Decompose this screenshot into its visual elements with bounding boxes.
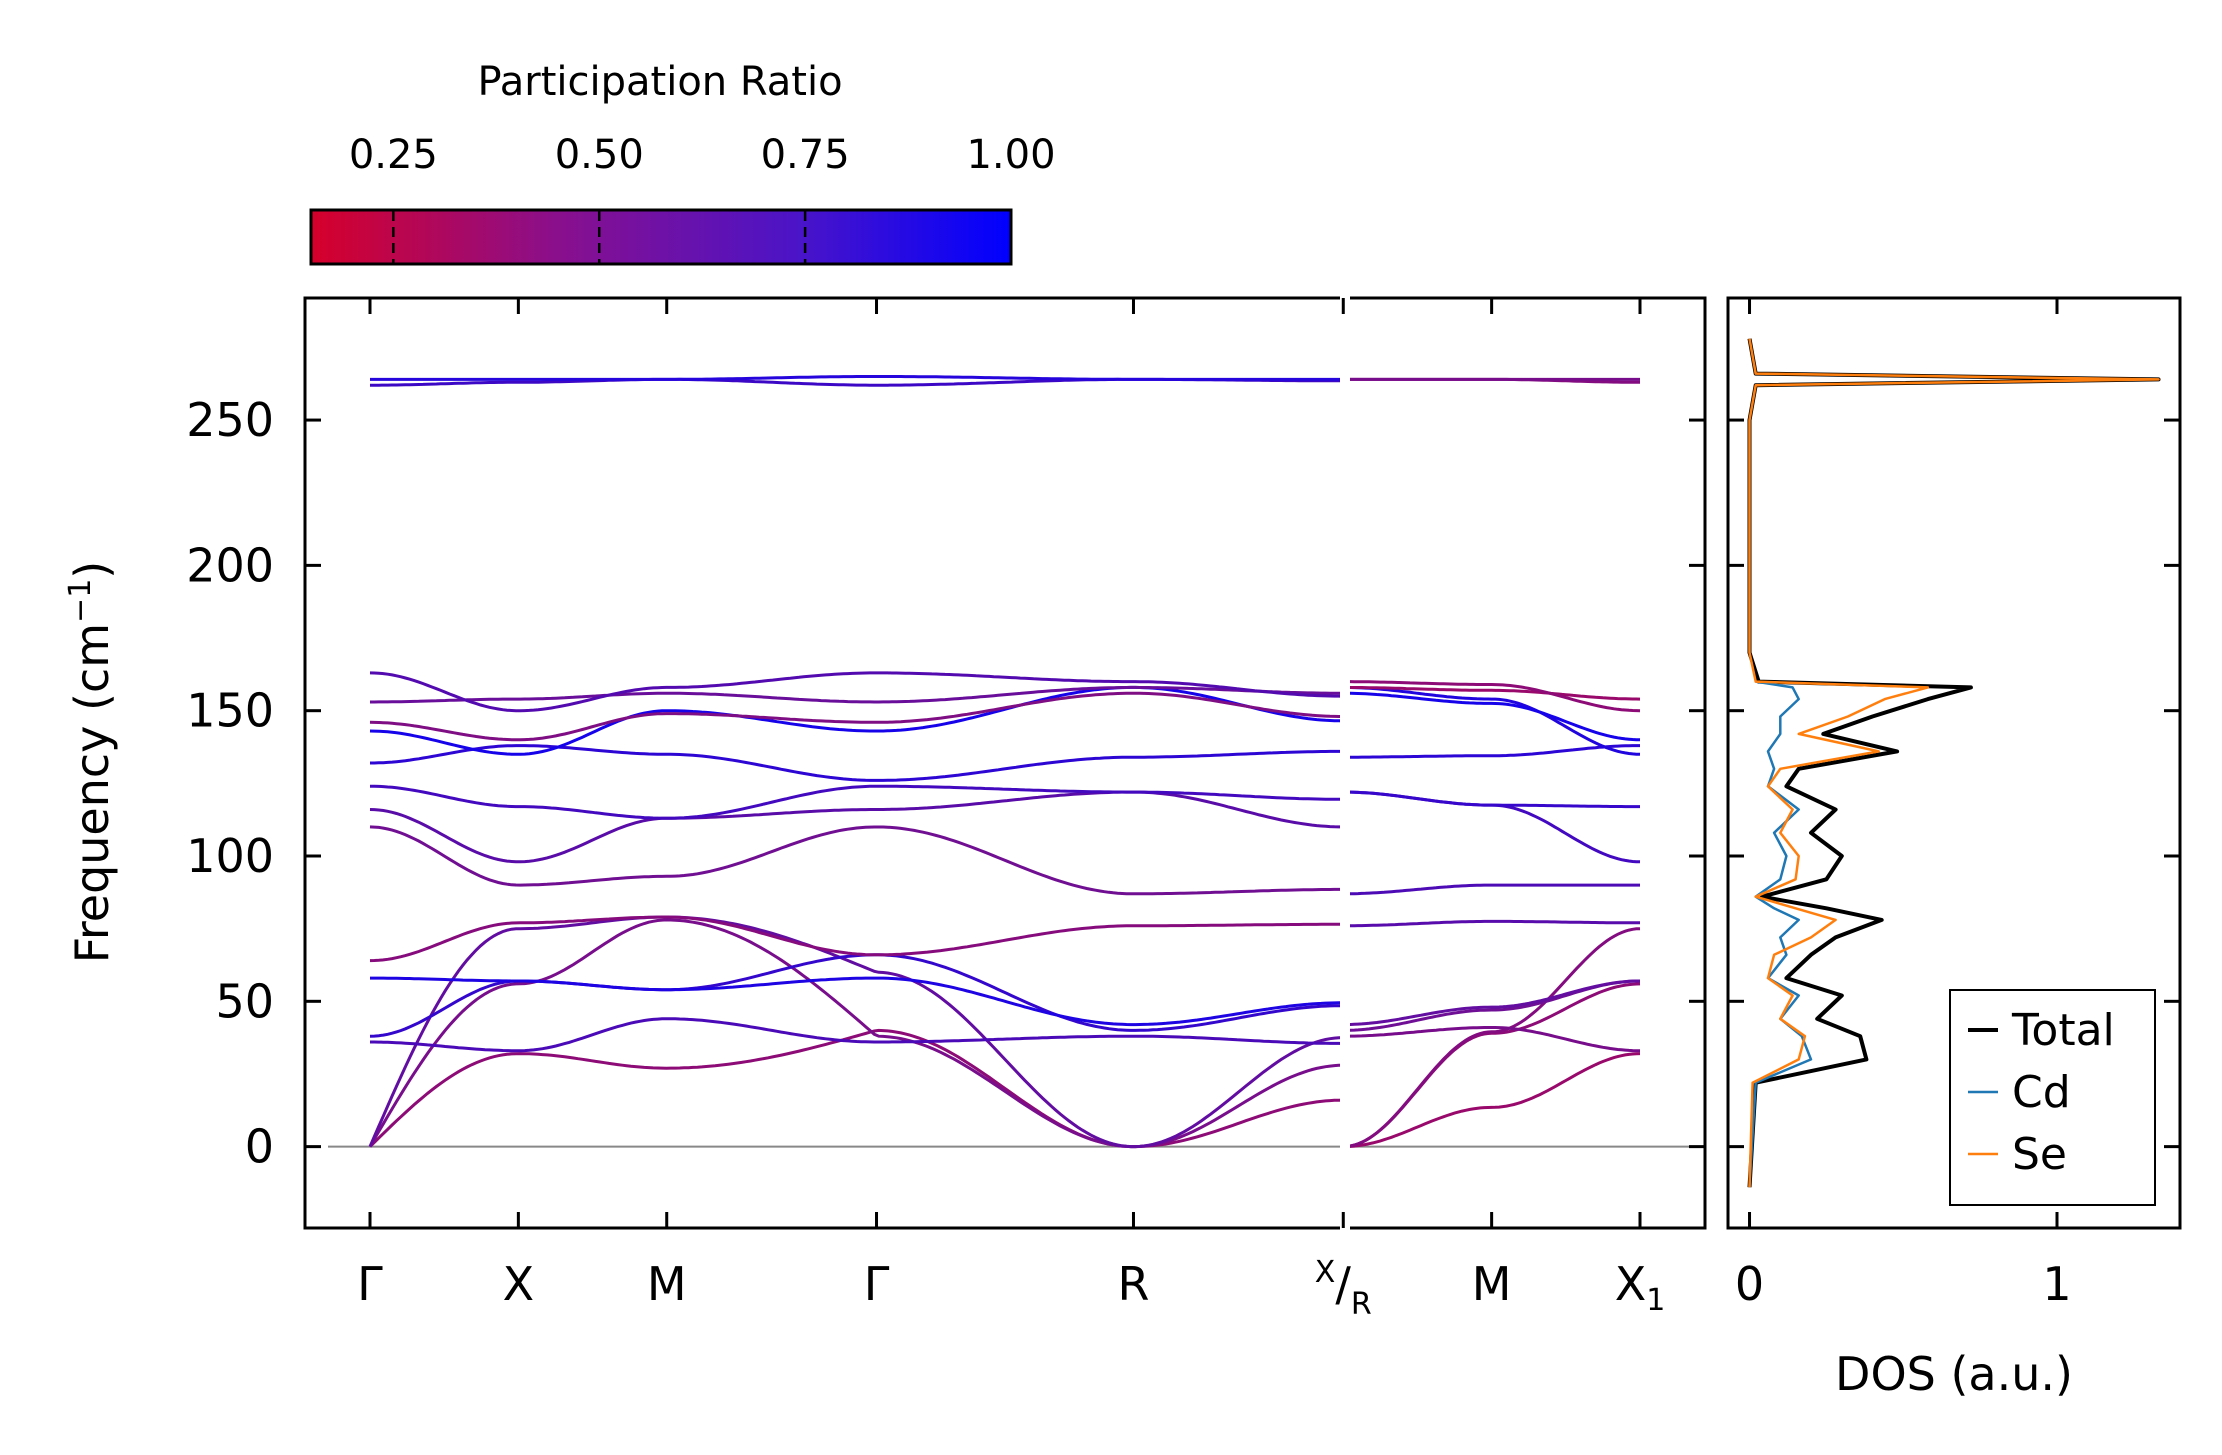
dos-line-se [1748, 338, 2160, 1188]
band-line [1343, 691, 1641, 742]
band-line [1343, 979, 1640, 1027]
band-line [368, 1028, 1344, 1149]
band-line [369, 953, 1344, 1038]
band-line [369, 671, 1344, 713]
band-frame [303, 296, 1707, 1230]
x-tick-label: X1 [1615, 1257, 1666, 1318]
dos-frame [1726, 296, 2182, 1230]
y-tick-label: 250 [186, 393, 274, 447]
x-tick-label: X [503, 1257, 535, 1311]
band-line [1343, 919, 1640, 928]
band-line [1343, 680, 1641, 713]
band-line [370, 744, 1344, 782]
dos-x-axis-label: DOS (a.u.) [1835, 1347, 2073, 1401]
band-line [1343, 685, 1641, 756]
y-tick-label: 200 [186, 538, 274, 592]
y-tick-label: 0 [245, 1120, 274, 1174]
colorbar-label: Participation Ratio [477, 59, 842, 105]
band-line [1343, 744, 1640, 759]
band-line [370, 976, 1344, 1027]
band-line [1343, 790, 1640, 809]
x-tick-label: X/R [1315, 1255, 1372, 1322]
x-tick-label: M [1472, 1257, 1512, 1311]
legend-label: Total [2011, 1005, 2115, 1056]
colorbar-gradient [309, 208, 1013, 266]
y-tick-label: 100 [186, 829, 274, 883]
band-line [370, 1017, 1344, 1053]
band-line [368, 915, 1344, 1149]
x-tick-label: Γ [357, 1257, 383, 1311]
path-break-gap [1340, 296, 1350, 1230]
dos-x-tick-label: 0 [1735, 1257, 1764, 1311]
band-line [369, 685, 1344, 756]
band-line [1343, 1026, 1640, 1053]
band-line [370, 375, 1344, 381]
band-line [369, 691, 1344, 742]
dos-legend: Total Cd Se [1949, 989, 2156, 1206]
band-line [369, 825, 1344, 896]
band-structure-panel: 0 50 100 150 200 250 Γ X M Γ R X/R M X1 Frequency (c… [63, 296, 1707, 1322]
colorbar: Participation Ratio 0.25 0.50 0.75 1.00 [309, 59, 1056, 266]
colorbar-tick-label: 0.25 [349, 132, 438, 178]
band-line [1343, 790, 1641, 864]
dos-panel: 0 1 DOS (a.u.) Total Cd Se [1726, 296, 2182, 1401]
x-tick-label: Γ [864, 1257, 890, 1311]
legend-label: Se [2012, 1129, 2067, 1180]
band-line [370, 685, 1344, 704]
band-line [1343, 1052, 1641, 1149]
x-tick-label: M [647, 1257, 687, 1311]
legend-box [1949, 989, 2156, 1206]
band-line [369, 790, 1344, 864]
band-line [1343, 927, 1641, 1149]
y-axis-label: Frequency (cm−1) [63, 561, 119, 964]
x-tick-label: R [1117, 1257, 1149, 1311]
y-tick-label: 50 [215, 974, 274, 1028]
y-tick-label: 150 [186, 684, 274, 738]
colorbar-tick-label: 1.00 [966, 132, 1055, 178]
dos-line-cd [1748, 680, 1813, 1188]
phonon-bands [368, 375, 1641, 1149]
band-line [369, 915, 1344, 963]
dos-curves [1747, 338, 2161, 1188]
band-line [1343, 883, 1640, 896]
legend-label: Cd [2012, 1067, 2071, 1118]
colorbar-tick-label: 0.50 [555, 132, 644, 178]
band-line [370, 784, 1344, 820]
dos-x-tick-label: 1 [2042, 1257, 2071, 1311]
band-line [1343, 685, 1641, 701]
colorbar-tick-label: 0.75 [761, 132, 850, 178]
